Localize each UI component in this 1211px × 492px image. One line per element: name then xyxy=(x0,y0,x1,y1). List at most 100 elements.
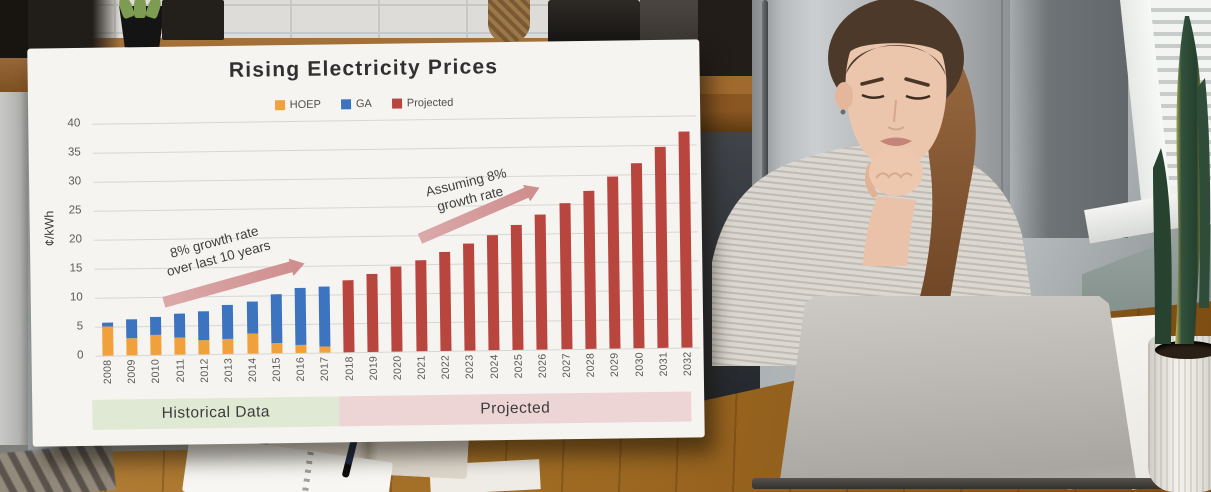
x-tick-2025: 2025 xyxy=(506,354,530,379)
bar-stack-2010 xyxy=(149,317,162,356)
left-dark-object xyxy=(0,0,28,62)
legend-item-ga: GA xyxy=(340,97,372,111)
ga-segment xyxy=(174,313,186,338)
ga-segment xyxy=(222,304,234,339)
x-tick-label: 2009 xyxy=(125,359,139,384)
y-tick-5: 5 xyxy=(76,320,84,333)
bar-stack-2027 xyxy=(559,202,573,350)
bar-stack-2017 xyxy=(318,286,331,353)
bar-2030 xyxy=(624,116,651,349)
x-tick-2020: 2020 xyxy=(385,355,409,380)
hoep-segment xyxy=(222,338,234,355)
legend-item-projected: Projected xyxy=(391,96,454,110)
projected-segment xyxy=(582,190,597,349)
bar-2032 xyxy=(672,115,699,348)
plot-area: 40 35 30 25 20 15 10 5 0 ¢/kWh 8% growth rate ov… xyxy=(42,115,700,361)
ga-segment xyxy=(198,311,210,341)
x-tick-label: 2013 xyxy=(222,357,235,383)
ga-segment xyxy=(270,294,283,343)
bar-2011 xyxy=(165,122,192,355)
x-tick-label: 2016 xyxy=(294,356,308,382)
ga-segment xyxy=(294,287,307,346)
y-tick-35: 35 xyxy=(67,146,81,159)
bar-stack-2025 xyxy=(511,225,524,350)
projected-segment xyxy=(366,273,379,352)
plant-pot xyxy=(1148,336,1211,492)
bar-stack-2020 xyxy=(390,266,403,352)
projected-segment xyxy=(630,163,645,349)
bar-2027 xyxy=(551,117,578,350)
x-tick-label: 2032 xyxy=(681,351,694,377)
hoep-segment xyxy=(101,326,114,356)
x-tick-label: 2021 xyxy=(415,355,429,380)
x-tick-2021: 2021 xyxy=(410,355,434,380)
hoep-segment xyxy=(126,337,138,356)
plant-soil xyxy=(1155,341,1211,359)
left-counter-edge xyxy=(0,58,28,96)
hand xyxy=(869,148,923,196)
projected-segment xyxy=(342,280,355,353)
x-tick-2031: 2031 xyxy=(651,352,675,377)
projected-segment xyxy=(511,225,524,350)
bar-stack-2013 xyxy=(222,304,234,355)
projected-segment xyxy=(535,214,548,350)
bar-stack-2012 xyxy=(198,311,210,355)
x-tick-label: 2022 xyxy=(439,354,453,380)
eyebrow-right xyxy=(904,77,930,87)
projected-segment xyxy=(438,252,452,351)
ear xyxy=(835,82,853,110)
bar-stack-2009 xyxy=(125,319,138,356)
x-tick-label: 2029 xyxy=(608,352,622,378)
bar-stack-2018 xyxy=(342,280,355,353)
earring xyxy=(840,109,846,115)
bar-stack-2028 xyxy=(582,190,597,349)
x-tick-2032: 2032 xyxy=(675,351,699,376)
x-tick-label: 2026 xyxy=(536,353,549,379)
bar-2029 xyxy=(600,116,627,349)
period-bands: Historical Data Projected xyxy=(32,391,704,430)
wall-shadow-wedge xyxy=(1000,0,1128,238)
ga-segment xyxy=(149,317,162,336)
projected-segment xyxy=(559,202,573,350)
snake-plant xyxy=(1153,16,1211,344)
x-tick-label: 2031 xyxy=(657,351,670,377)
x-tick-label: 2019 xyxy=(367,355,380,381)
laptop xyxy=(779,296,1137,482)
bar-2031 xyxy=(648,116,675,348)
projected-segment xyxy=(390,266,403,352)
x-tick-2030: 2030 xyxy=(627,352,651,377)
eye-right xyxy=(905,94,931,100)
y-axis-label: ¢/kWh xyxy=(42,211,57,247)
projected-segment xyxy=(654,147,669,348)
projected-segment xyxy=(462,243,476,351)
x-tick-2015: 2015 xyxy=(265,357,289,382)
x-tick-label: 2018 xyxy=(343,356,356,381)
bar-stack-2026 xyxy=(535,214,548,350)
bar-2009 xyxy=(116,123,143,356)
hoep-segment xyxy=(198,340,210,355)
bar-2024 xyxy=(479,118,506,351)
hoep-segment xyxy=(174,337,186,355)
bar-stack-2015 xyxy=(270,294,283,354)
legend-label: Projected xyxy=(406,96,454,110)
x-tick-2028: 2028 xyxy=(579,353,603,378)
leaf xyxy=(1175,16,1204,344)
lips xyxy=(880,137,912,146)
x-tick-2017: 2017 xyxy=(313,356,337,381)
legend-swatch xyxy=(340,99,352,110)
bar-stack-2022 xyxy=(438,252,452,351)
small-plant-leaf xyxy=(134,0,146,18)
x-tick-label: 2014 xyxy=(246,357,259,383)
x-tick-label: 2024 xyxy=(488,354,501,379)
x-tick-2011: 2011 xyxy=(168,358,192,383)
projected-segment xyxy=(678,131,693,348)
hoep-segment xyxy=(295,345,307,353)
y-tick-25: 25 xyxy=(68,204,82,217)
x-tick-label: 2025 xyxy=(512,353,525,379)
bars xyxy=(92,115,699,356)
legend-label: GA xyxy=(355,97,372,111)
y-tick-30: 30 xyxy=(68,175,82,188)
left-appliance xyxy=(0,92,28,452)
bar-stack-2011 xyxy=(174,313,186,355)
projected-segment xyxy=(606,176,621,349)
